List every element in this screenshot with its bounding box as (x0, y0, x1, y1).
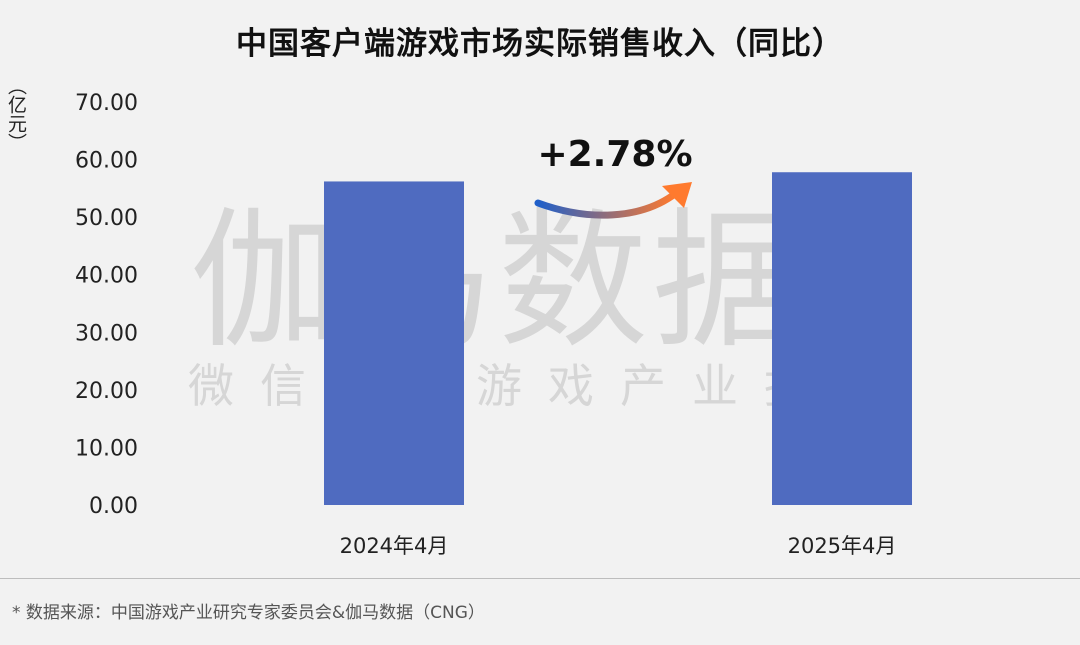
bar-2 (772, 172, 912, 506)
y-tick-label: 30.00 (75, 321, 138, 346)
y-tick-label: 70.00 (75, 91, 138, 116)
bar-1 (324, 181, 464, 505)
bar-chart: 0.0010.0020.0030.0040.0050.0060.0070.00 … (75, 91, 912, 558)
y-axis-unit-label: （亿元） (5, 76, 27, 152)
y-tick-label: 20.00 (75, 379, 138, 404)
y-tick-label: 10.00 (75, 436, 138, 461)
footer-divider (0, 578, 1080, 579)
y-tick-label: 0.00 (89, 494, 138, 519)
x-category-label: 2025年4月 (788, 534, 897, 558)
chart-title: 中国客户端游戏市场实际销售收入（同比） (236, 26, 844, 62)
growth-arrow (534, 182, 692, 219)
source-note: * 数据来源：中国游戏产业研究专家委员会&伽马数据（CNG） (12, 603, 485, 623)
y-tick-label: 40.00 (75, 264, 138, 289)
growth-annotation: +2.78% (537, 134, 692, 175)
x-category-label: 2024年4月 (340, 534, 449, 558)
y-tick-label: 60.00 (75, 149, 138, 174)
y-tick-label: 50.00 (75, 206, 138, 231)
